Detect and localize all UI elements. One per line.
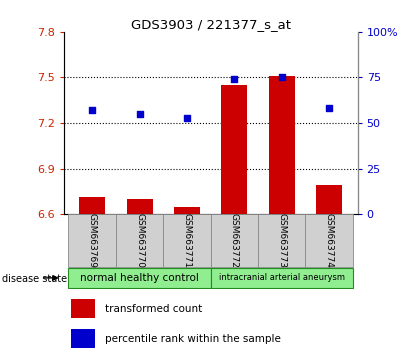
Bar xyxy=(116,214,163,267)
Bar xyxy=(163,214,211,267)
Bar xyxy=(127,199,152,214)
Point xyxy=(136,111,143,117)
Bar xyxy=(258,214,305,267)
Text: percentile rank within the sample: percentile rank within the sample xyxy=(105,333,281,343)
Text: normal healthy control: normal healthy control xyxy=(80,273,199,283)
Bar xyxy=(69,214,116,267)
Text: intracranial arterial aneurysm: intracranial arterial aneurysm xyxy=(219,273,345,282)
Point xyxy=(231,76,238,82)
Bar xyxy=(71,299,95,318)
Point xyxy=(184,115,190,120)
Text: transformed count: transformed count xyxy=(105,304,202,314)
Text: GSM663769: GSM663769 xyxy=(88,213,97,268)
Text: GSM663771: GSM663771 xyxy=(182,213,192,268)
Bar xyxy=(69,268,211,288)
Bar xyxy=(269,76,295,214)
Bar xyxy=(305,214,353,267)
Bar xyxy=(221,85,247,214)
Text: GSM663770: GSM663770 xyxy=(135,213,144,268)
Bar xyxy=(79,198,105,214)
Bar xyxy=(211,268,353,288)
Title: GDS3903 / 221377_s_at: GDS3903 / 221377_s_at xyxy=(131,18,291,31)
Bar xyxy=(316,185,342,214)
Bar xyxy=(71,329,95,348)
Text: GSM663772: GSM663772 xyxy=(230,213,239,268)
Bar xyxy=(174,207,200,214)
Text: GSM663773: GSM663773 xyxy=(277,213,286,268)
Point xyxy=(89,107,95,113)
Bar xyxy=(211,214,258,267)
Text: GSM663774: GSM663774 xyxy=(325,213,334,268)
Point xyxy=(326,105,332,111)
Text: disease state: disease state xyxy=(2,274,67,284)
Point xyxy=(278,75,285,80)
